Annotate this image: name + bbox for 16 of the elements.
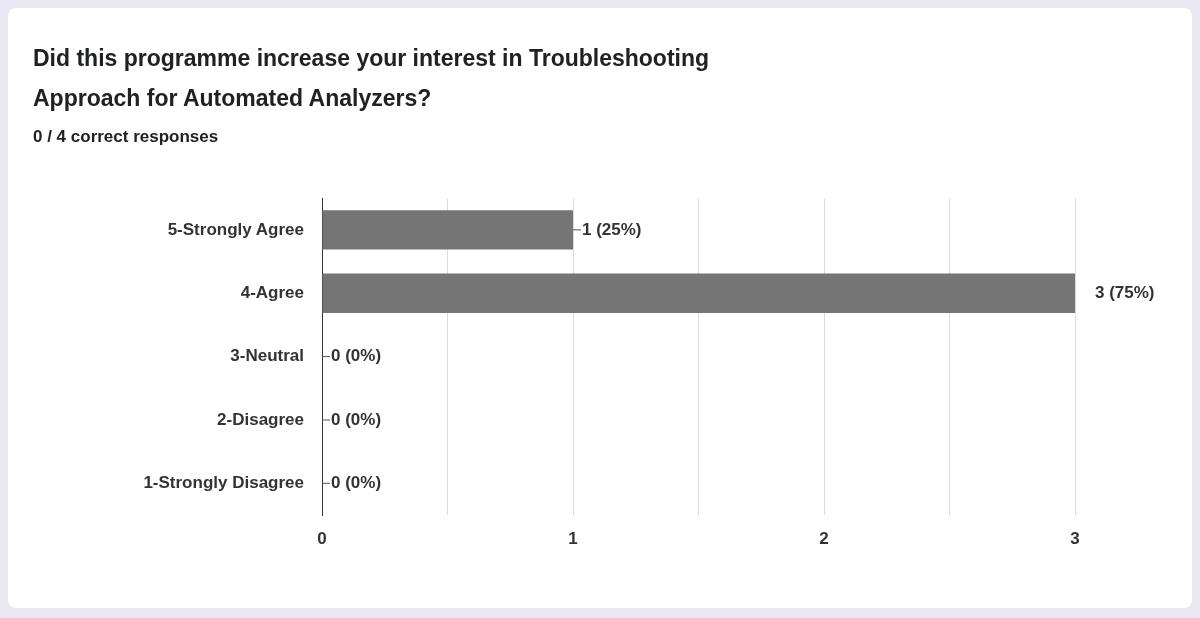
y-tick-label: 4-Agree [240, 282, 304, 302]
x-tick-label: 3 [1070, 528, 1080, 548]
text: 0 / 4 correct responses [33, 127, 219, 147]
y-tick-label: 3-Neutral [230, 346, 304, 366]
data-label: 0 (0%) [331, 409, 382, 429]
data-label: 1 (25%) [582, 219, 642, 239]
data-label: 3 (75%) [1095, 282, 1155, 302]
y-tick-label: 2-Disagree [217, 409, 304, 429]
x-tick-label: 2 [819, 528, 829, 548]
y-tick-label: 1-Strongly Disagree [143, 473, 304, 493]
data-label: 0 (0%) [331, 346, 382, 366]
data-label: 0 (0%) [331, 473, 382, 493]
chart-title: Did this programme increase your interest in Troubleshooting Approach for Automated Analyzers? [33, 44, 711, 113]
x-tick-label: 1 [568, 528, 578, 548]
y-tick-label: 5-Strongly Agree [167, 219, 304, 239]
x-tick-label: 0 [317, 528, 327, 548]
